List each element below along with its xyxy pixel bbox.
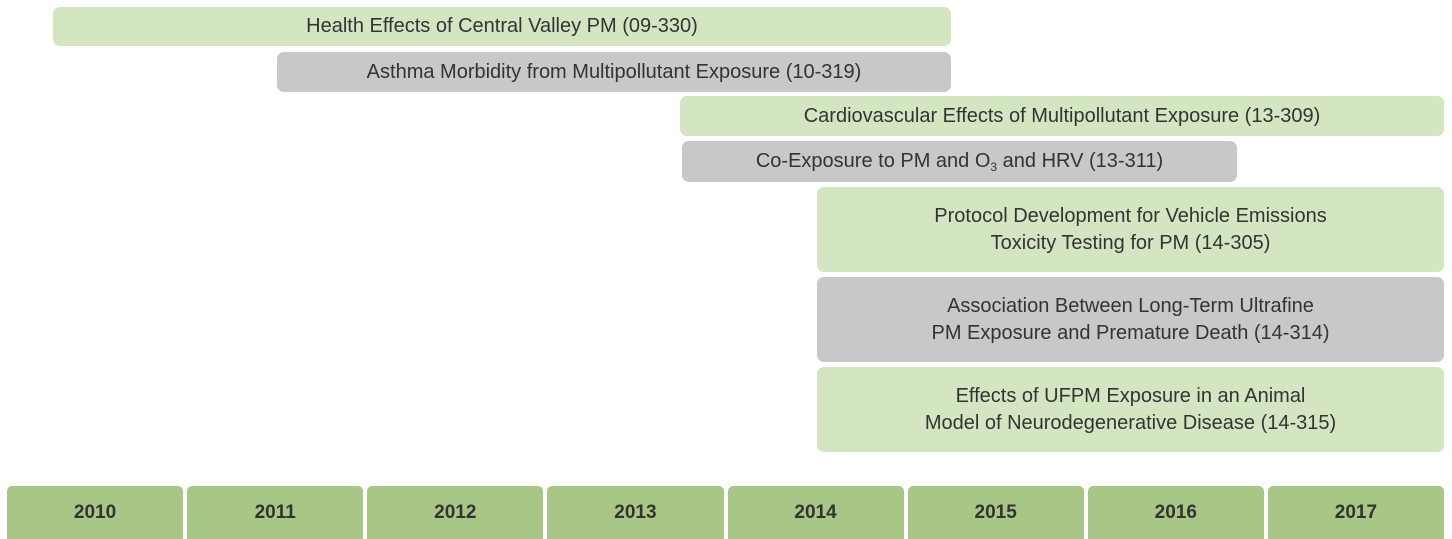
bar-label: Asthma Morbidity from Multipollutant Exp…	[366, 60, 862, 83]
bar-label: Protocol Development for Vehicle Emissio…	[934, 204, 1327, 227]
year-cell: 2016	[1087, 486, 1264, 539]
label-text: Co-Exposure to PM and O	[755, 150, 991, 172]
project-bar: Effects of UFPM Exposure in an Animal Mod…	[817, 367, 1444, 452]
project-bar: Asthma Morbidity from Multipollutant Exp…	[277, 52, 951, 92]
year-cell: 2012	[367, 486, 544, 539]
year-cell: 2015	[907, 486, 1084, 539]
project-bar: Co-Exposure to PM and O3 and HRV (13-311…	[682, 141, 1237, 182]
bar-label: Association Between Long-Term Ultrafine	[947, 294, 1314, 317]
year-axis: 2010 2011 2012 2013 2014 2015 2016 2017	[7, 486, 1444, 539]
bar-label: Toxicity Testing for PM (14-305)	[990, 231, 1271, 254]
bar-label: Health Effects of Central Valley PM (09-…	[306, 15, 698, 37]
year-cell: 2014	[727, 486, 904, 539]
bar-label: Effects of UFPM Exposure in an Animal	[955, 384, 1306, 407]
subscript: 3	[990, 160, 998, 174]
bar-label: Model of Neurodegenerative Disease (14-3…	[924, 411, 1337, 434]
project-bar: Health Effects of Central Valley PM (09-…	[53, 7, 951, 46]
year-cell: 2017	[1267, 486, 1444, 539]
project-bar: Association Between Long-Term Ultrafine P…	[817, 277, 1444, 362]
bar-label: Cardiovascular Effects of Multipollutant…	[803, 104, 1321, 127]
bar-label: PM Exposure and Premature Death (14-314)	[931, 321, 1330, 344]
label-text: and HRV (13-311)	[997, 150, 1164, 172]
year-cell: 2010	[7, 486, 184, 539]
bar-label: Co-Exposure to PM and O3 and HRV (13-311…	[756, 148, 1163, 175]
year-cell: 2011	[187, 486, 364, 539]
project-bar: Protocol Development for Vehicle Emissio…	[817, 187, 1444, 272]
project-bar: Cardiovascular Effects of Multipollutant…	[680, 96, 1444, 136]
year-cell: 2013	[547, 486, 724, 539]
